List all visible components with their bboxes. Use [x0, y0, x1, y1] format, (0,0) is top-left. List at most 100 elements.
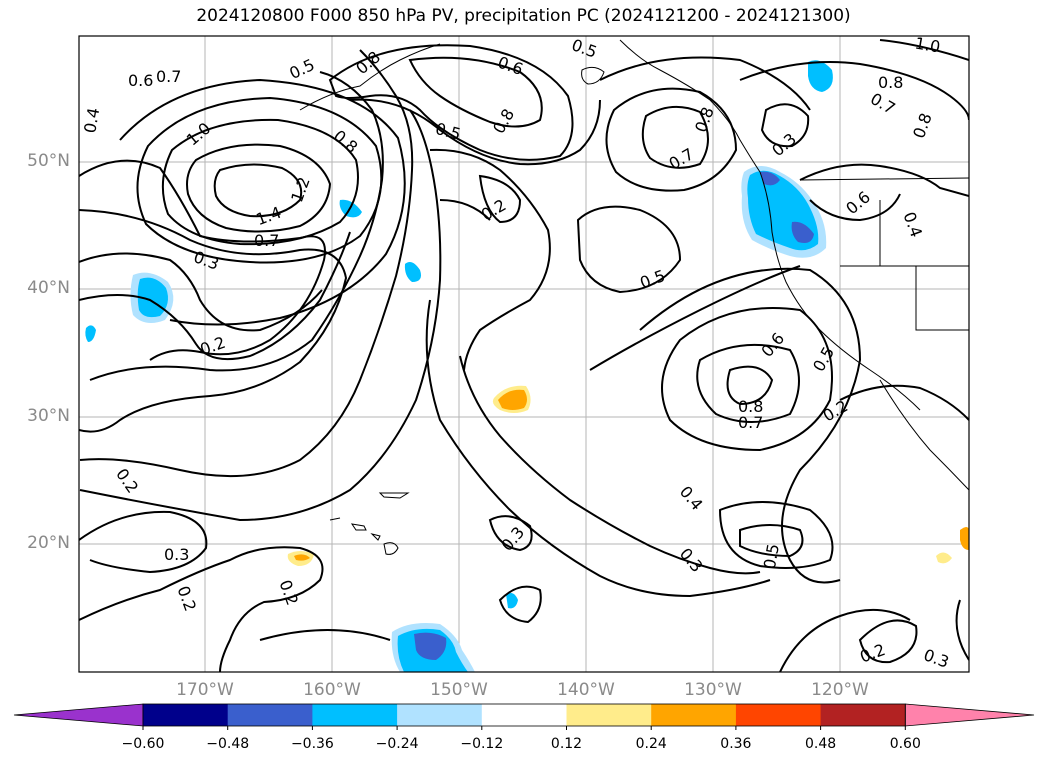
coastlines — [299, 39, 969, 555]
coastline-alaska — [299, 43, 441, 111]
contour-line — [488, 515, 533, 552]
colorbar-swatch — [735, 704, 822, 726]
island-hawaii — [370, 533, 381, 541]
contour-label: 0.7 — [738, 413, 763, 432]
colorbar-tick-label: −0.36 — [290, 736, 334, 752]
precip-area-negative — [85, 325, 96, 342]
contour-label: 0.8 — [738, 397, 763, 416]
border-us-canada — [799, 177, 969, 181]
contour-line — [136, 96, 383, 264]
contour-line — [425, 299, 771, 598]
contour-line — [739, 61, 969, 121]
contour-line — [439, 199, 491, 221]
contour-line — [839, 384, 969, 421]
coastline-west-us — [759, 171, 921, 411]
state-border — [915, 266, 969, 331]
colorbar — [13, 703, 1035, 730]
contour-line — [639, 267, 862, 584]
colorbar-tick-label: 0.24 — [635, 736, 667, 752]
colorbar-tick-label: −0.24 — [375, 736, 419, 752]
contour-line — [79, 252, 323, 332]
precip-area-negative — [414, 632, 447, 660]
pv-contours — [79, 39, 969, 672]
lat-label-20N: 20°N — [27, 533, 70, 553]
contour-label: 0.4 — [80, 106, 103, 134]
contour-line — [79, 510, 208, 574]
contour-line — [599, 56, 811, 111]
colorbar-extend-min — [13, 703, 144, 727]
island — [581, 66, 605, 85]
colorbar-swatch — [566, 704, 652, 726]
contour-line — [779, 608, 911, 672]
contour-line — [718, 501, 834, 569]
colorbar-swatch — [481, 704, 567, 726]
contour-line — [726, 365, 774, 406]
island-hawaii — [350, 523, 367, 531]
precip-area-positive — [960, 527, 969, 550]
island-hawaii — [329, 517, 341, 521]
precip-area-positive — [498, 389, 527, 410]
contour-label: 0.7 — [254, 231, 279, 250]
contour-line — [429, 148, 551, 371]
precip-area-positive — [294, 554, 310, 561]
precip-area-negative — [760, 171, 780, 186]
precip-area-positive — [936, 552, 952, 564]
lon-label-140W: 140°W — [557, 680, 615, 700]
contour-line — [328, 44, 574, 161]
contour-line — [186, 143, 332, 233]
graticule — [79, 36, 969, 672]
lat-label-40N: 40°N — [27, 278, 70, 298]
contour-line — [661, 307, 833, 452]
lon-label-120W: 120°W — [811, 680, 869, 700]
colorbar-swatch — [651, 704, 737, 726]
precip-area-negative — [404, 262, 421, 282]
coastline-bc — [619, 39, 761, 173]
contour-line — [760, 103, 810, 148]
colorbar-tick-label: 0.12 — [550, 736, 583, 752]
contour-line — [79, 109, 442, 522]
map-title: 2024120800 F000 850 hPa PV, precipitatio… — [196, 6, 851, 26]
contour-line — [408, 56, 543, 128]
colorbar-tick-label: −0.12 — [460, 736, 504, 752]
contour-label: 1.0 — [913, 33, 941, 56]
colorbar-extend-max — [904, 703, 1035, 727]
contour-line — [161, 118, 359, 246]
contour-line — [809, 193, 901, 222]
contour-line — [459, 355, 761, 575]
contour-line — [641, 105, 709, 169]
contour-line — [119, 78, 406, 326]
contour-line — [349, 98, 601, 166]
precip-area-negative — [791, 221, 814, 243]
contour-line — [955, 599, 969, 661]
lon-label-160W: 160°W — [303, 680, 361, 700]
contour-line — [79, 546, 324, 672]
colorbar-tick-label: 0.36 — [720, 736, 752, 752]
island-hawaii — [383, 542, 399, 555]
colorbar-tick-label: −0.60 — [121, 736, 165, 752]
contour-line — [259, 629, 391, 641]
contour-line — [498, 585, 542, 624]
precip-shading — [85, 60, 969, 672]
lon-label-150W: 150°W — [430, 680, 488, 700]
contour-line — [589, 265, 801, 371]
coastline-baja — [879, 379, 969, 491]
contour-line — [858, 619, 918, 664]
contour-label: 0.3 — [164, 545, 189, 564]
lon-label-170W: 170°W — [176, 680, 234, 700]
colorbar-swatch — [143, 704, 229, 726]
colorbar-tick-label: 0.48 — [805, 736, 837, 752]
lon-label-130W: 130°W — [684, 680, 742, 700]
contour-line — [739, 524, 804, 558]
contour-line — [79, 49, 414, 478]
colorbar-tick-label: −0.48 — [206, 736, 250, 752]
contour-line — [79, 231, 351, 360]
colorbar-swatch — [227, 704, 313, 726]
island-hawaii — [378, 492, 410, 499]
contour-line — [213, 163, 303, 218]
colorbar-swatch — [820, 704, 906, 726]
colorbar-swatch — [397, 704, 483, 726]
contour-line — [576, 205, 682, 294]
contour-label: 0.8 — [878, 73, 903, 92]
precip-area-negative — [506, 592, 518, 609]
colorbar-outline — [142, 703, 906, 727]
